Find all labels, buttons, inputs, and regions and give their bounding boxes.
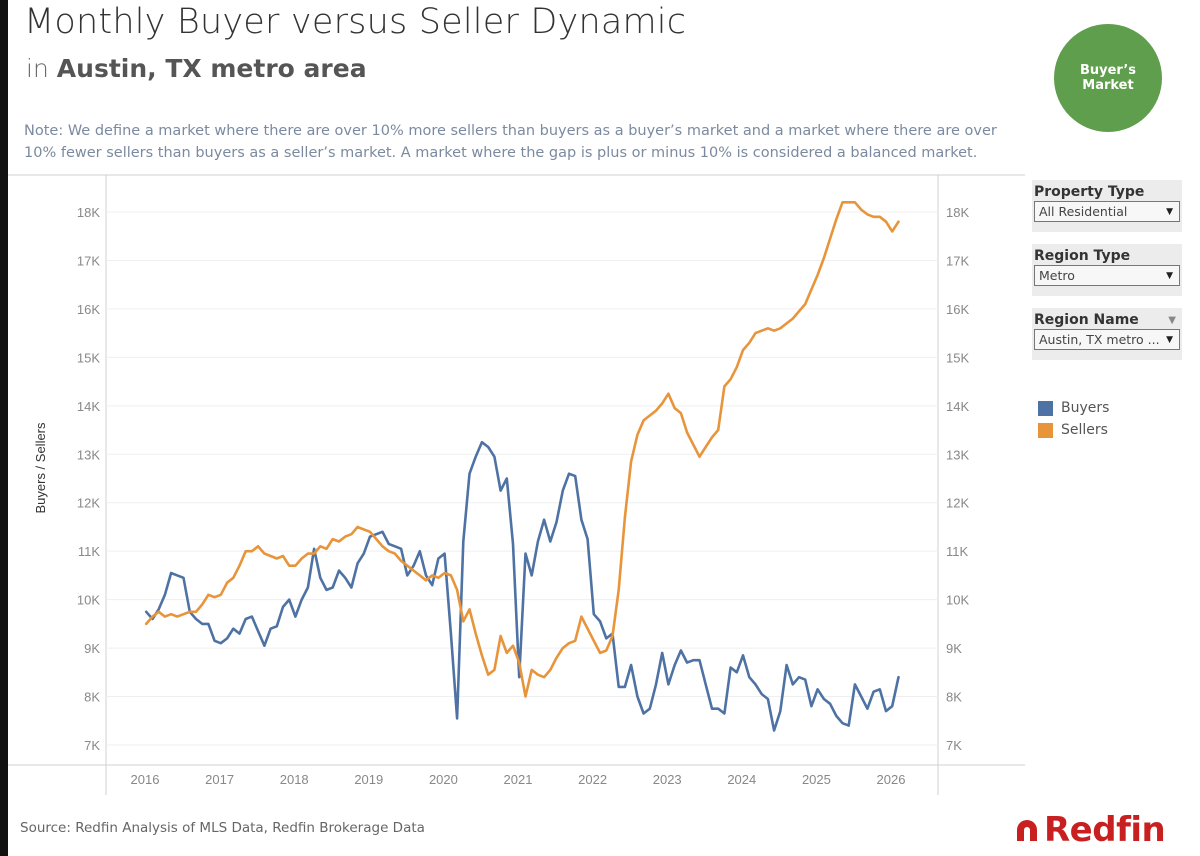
y-tick-label-left: 17K xyxy=(77,253,100,268)
x-tick-label: 2021 xyxy=(504,772,533,787)
logo-text: Redfin xyxy=(1044,810,1166,850)
page-subtitle: in Austin, TX metro area xyxy=(26,54,367,83)
y-tick-label-right: 15K xyxy=(946,350,969,365)
filter-label: Region Type xyxy=(1034,248,1131,264)
y-tick-label-right: 13K xyxy=(946,447,969,462)
y-axis-right: 7K 8K 9K 10K 11K 12K 13K 14K 15K 16K 17K 18K xyxy=(946,205,969,753)
y-tick-label-left: 7K xyxy=(84,738,100,753)
x-tick-label: 2018 xyxy=(280,772,309,787)
caret-down-icon: ▼ xyxy=(1166,334,1173,345)
filter-label: Region Name xyxy=(1034,312,1139,328)
chart-legend: Buyers Sellers xyxy=(1038,400,1109,444)
x-tick-label: 2020 xyxy=(429,772,458,787)
y-tick-label-right: 11K xyxy=(946,544,968,559)
property-type-dropdown[interactable]: All Residential ▼ xyxy=(1034,201,1180,222)
y-tick-label-right: 16K xyxy=(946,302,969,317)
series-line-buyers xyxy=(144,440,900,732)
dropdown-value: All Residential xyxy=(1039,204,1128,219)
chart-frame xyxy=(8,174,1025,795)
y-tick-label-right: 7K xyxy=(946,738,962,753)
y-tick-label-left: 8K xyxy=(84,690,100,705)
series-lines xyxy=(144,201,900,732)
x-tick-label: 2022 xyxy=(578,772,607,787)
legend-swatch xyxy=(1038,422,1053,438)
y-tick-label-right: 18K xyxy=(946,205,969,220)
y-tick-label-left: 10K xyxy=(77,593,100,608)
redfin-logo-icon xyxy=(1017,820,1037,841)
gridlines xyxy=(106,211,938,746)
dropdown-value: Austin, TX metro ... xyxy=(1039,332,1160,347)
y-tick-label-right: 8K xyxy=(946,690,962,705)
y-tick-label-right: 17K xyxy=(946,253,969,268)
y-tick-label-left: 16K xyxy=(77,302,100,317)
y-tick-label-left: 15K xyxy=(77,350,100,365)
caret-down-icon: ▼ xyxy=(1166,270,1173,281)
page-title: Monthly Buyer versus Seller Dynamic xyxy=(24,2,687,42)
market-status-badge: Buyer’s Market xyxy=(1054,24,1162,132)
y-tick-label-left: 14K xyxy=(77,399,100,414)
y-tick-label-right: 9K xyxy=(946,641,962,656)
filter-property-type: Property Type All Residential ▼ xyxy=(1032,180,1182,232)
y-tick-label-right: 10K xyxy=(946,593,969,608)
filter-panel: Property Type All Residential ▼ Region T… xyxy=(1032,180,1182,372)
x-tick-label: 2026 xyxy=(877,772,906,787)
x-axis: 2016 2017 2018 2019 2020 2021 2022 2023 2024 2025… xyxy=(131,772,906,787)
y-tick-label-left: 11K xyxy=(78,544,100,559)
filter-region-name: Region Name ▼ Austin, TX metro ... ▼ xyxy=(1032,308,1182,360)
x-tick-label: 2017 xyxy=(205,772,234,787)
y-tick-label-right: 12K xyxy=(946,496,969,511)
dropdown-value: Metro xyxy=(1039,268,1075,283)
y-tick-label-left: 12K xyxy=(77,496,100,511)
market-status-label: Buyer’s Market xyxy=(1079,63,1137,93)
filter-menu-icon[interactable]: ▼ xyxy=(1168,314,1176,326)
legend-item-sellers[interactable]: Sellers xyxy=(1038,422,1109,438)
source-note: Source: Redfin Analysis of MLS Data, Red… xyxy=(20,820,425,836)
x-tick-label: 2016 xyxy=(131,772,160,787)
legend-item-buyers[interactable]: Buyers xyxy=(1038,400,1109,416)
region-type-dropdown[interactable]: Metro ▼ xyxy=(1034,265,1180,286)
y-axis-title: Buyers / Sellers xyxy=(33,422,48,514)
x-tick-label: 2025 xyxy=(802,772,831,787)
region-name-dropdown[interactable]: Austin, TX metro ... ▼ xyxy=(1034,329,1180,350)
caret-down-icon: ▼ xyxy=(1166,206,1173,217)
definition-note: Note: We define a market where there are… xyxy=(24,123,997,161)
x-tick-label: 2024 xyxy=(727,772,756,787)
legend-swatch xyxy=(1038,400,1053,416)
subtitle-prefix: in xyxy=(26,54,49,83)
x-tick-label: 2023 xyxy=(653,772,682,787)
legend-label: Sellers xyxy=(1061,422,1108,438)
subtitle-location: Austin, TX metro area xyxy=(56,54,367,83)
y-tick-label-right: 14K xyxy=(946,399,969,414)
y-tick-label-left: 18K xyxy=(77,205,100,220)
x-tick-label: 2019 xyxy=(354,772,383,787)
filter-label: Property Type xyxy=(1034,184,1145,200)
y-tick-label-left: 9K xyxy=(84,641,100,656)
y-axis-left: 7K 8K 9K 10K 11K 12K 13K 14K 15K 16K 17K 18K xyxy=(77,205,100,753)
series-line-sellers xyxy=(144,201,900,698)
legend-label: Buyers xyxy=(1061,400,1110,416)
redfin-logo[interactable]: Redfin xyxy=(1014,810,1166,850)
window-edge xyxy=(0,0,8,856)
filter-region-type: Region Type Metro ▼ xyxy=(1032,244,1182,296)
y-tick-label-left: 13K xyxy=(77,447,100,462)
